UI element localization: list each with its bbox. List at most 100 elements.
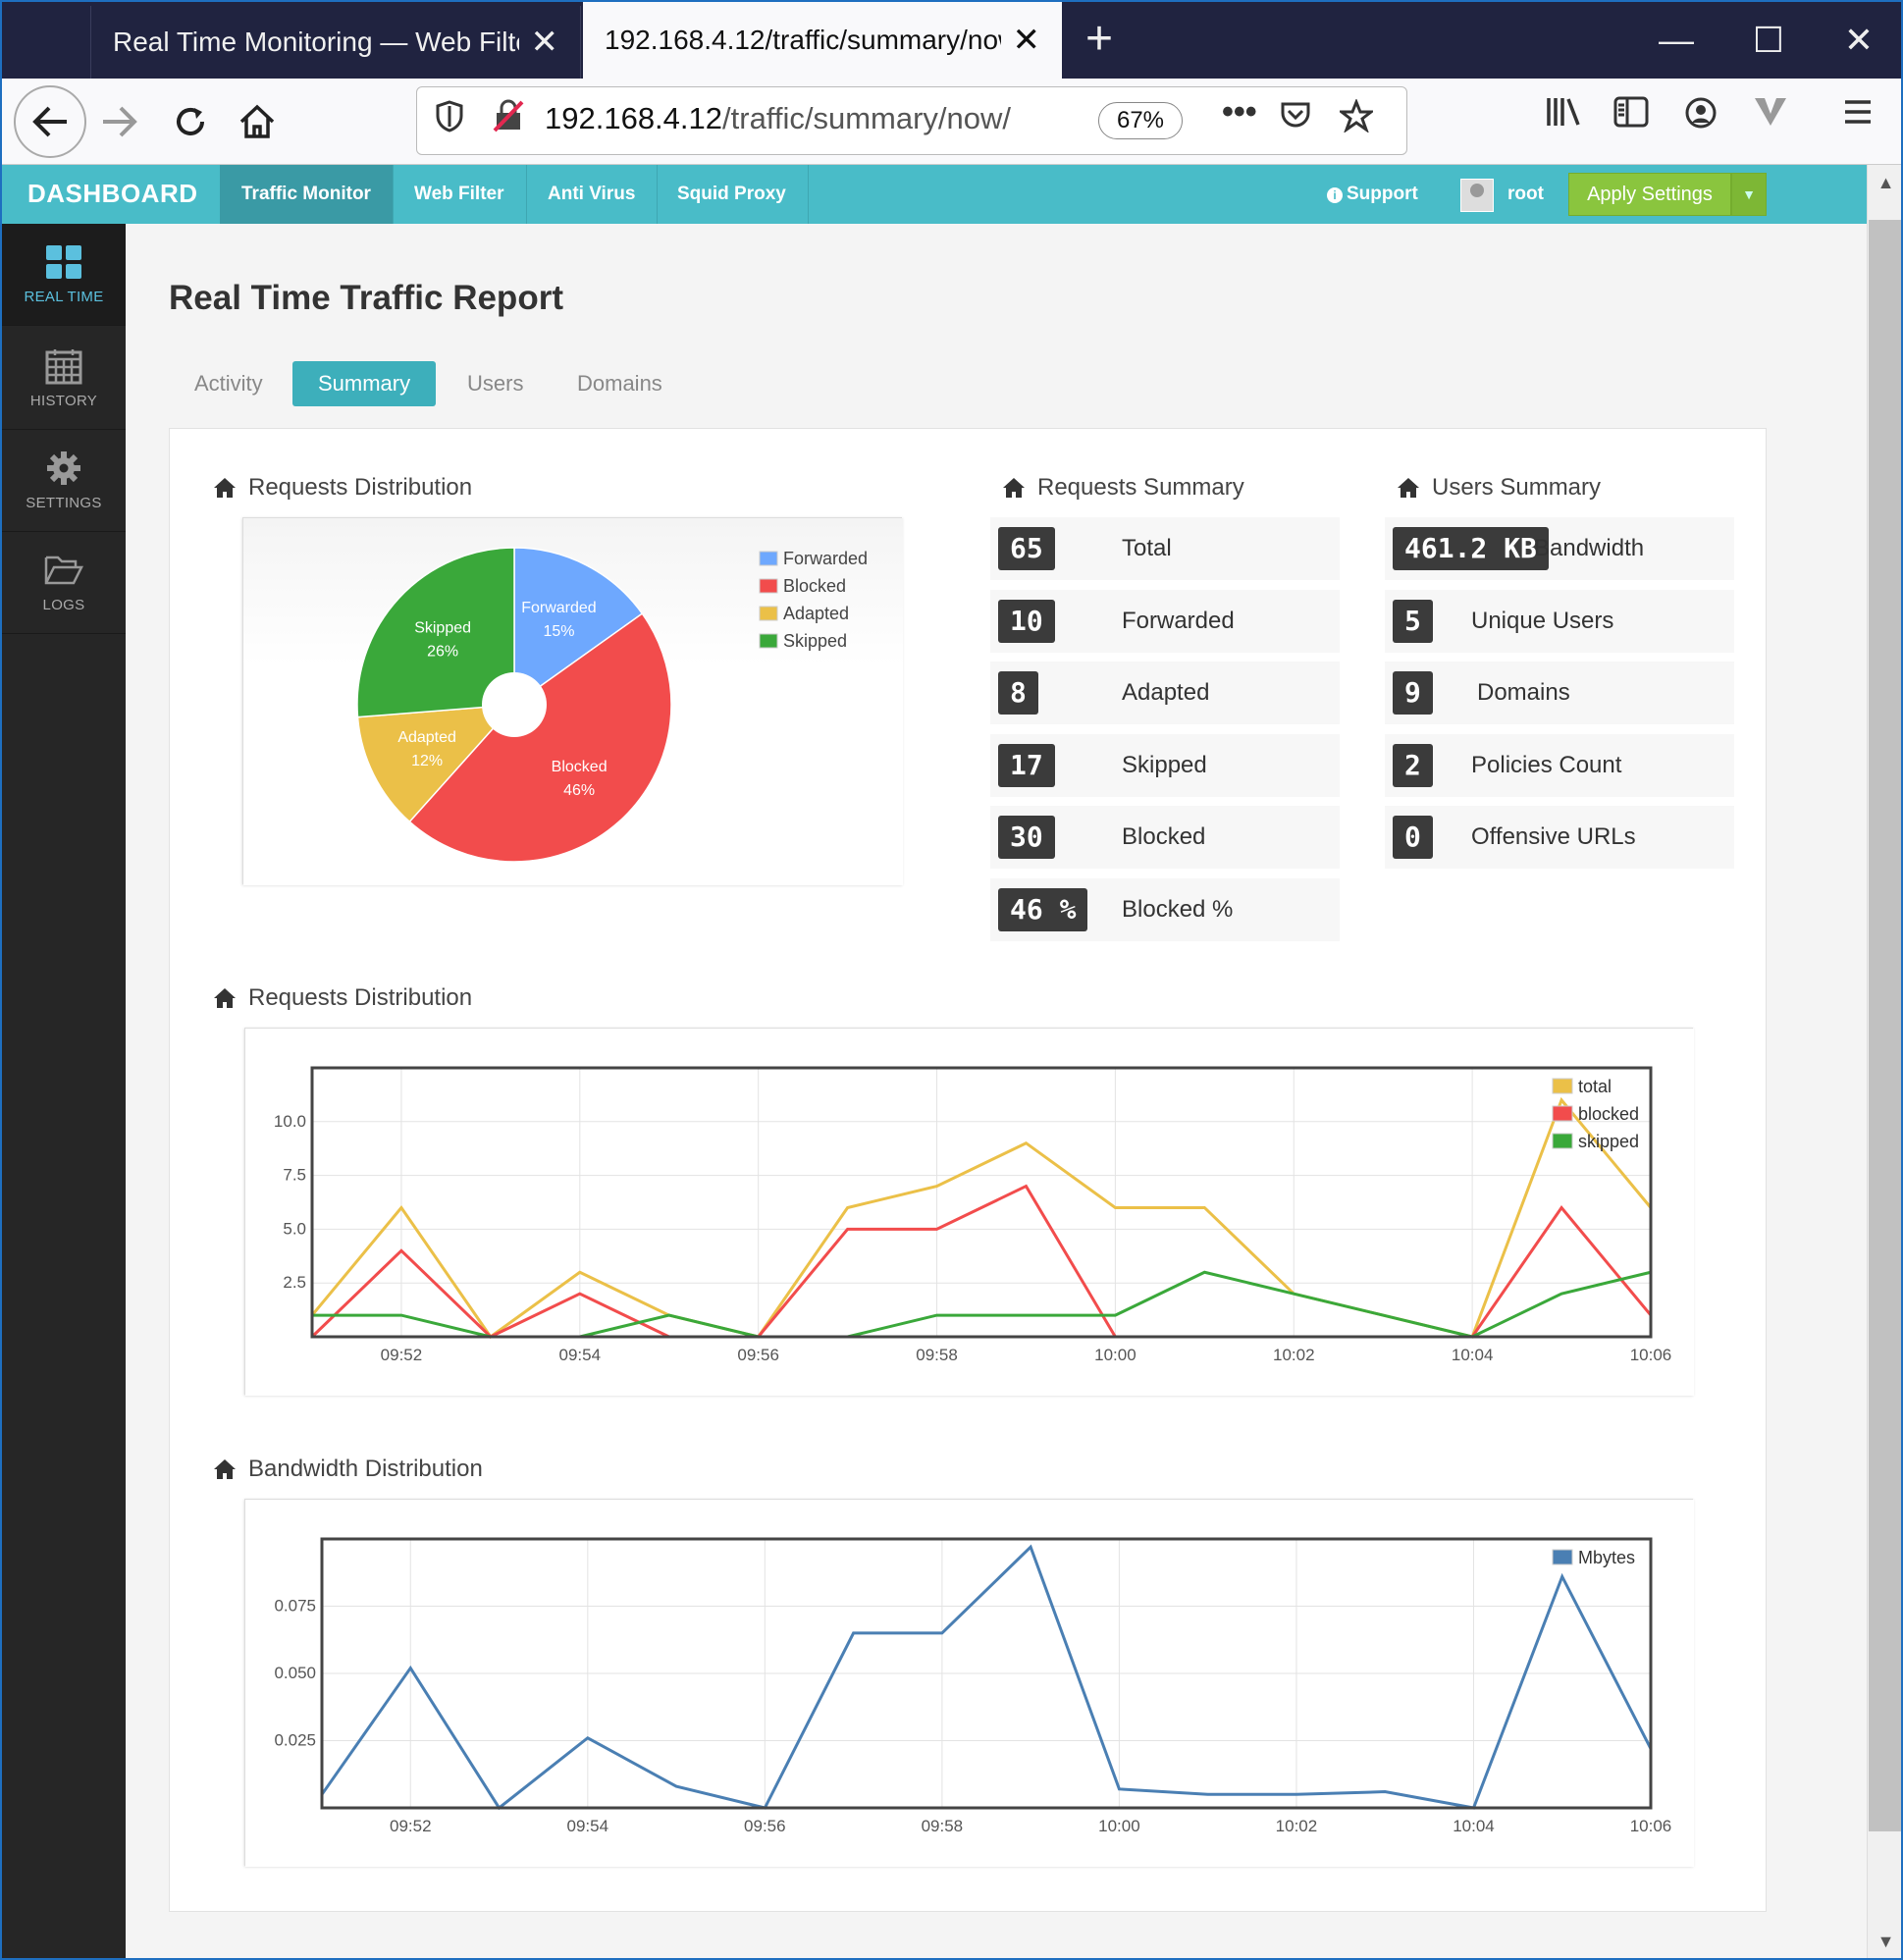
new-tab-icon[interactable]: +	[1085, 13, 1114, 65]
x-tick-label: 10:02	[1276, 1817, 1318, 1835]
user-name[interactable]: root	[1507, 184, 1544, 204]
close-icon[interactable]: ✕	[1012, 22, 1041, 59]
sidebar-item-settings[interactable]: SETTINGS	[2, 430, 126, 532]
stat-value-badge: 65	[998, 527, 1055, 570]
legend-swatch-forwarded	[759, 551, 778, 566]
forward-arrow-icon[interactable]	[86, 88, 153, 155]
sidebar-item-history[interactable]: HISTORY	[2, 328, 126, 430]
shield-icon[interactable]	[435, 99, 464, 140]
apply-settings-button[interactable]: Apply Settings	[1568, 173, 1731, 216]
tab-title: Real Time Monitoring — Web Filter	[113, 26, 519, 57]
sidebar-item-real-time[interactable]: REAL TIME	[2, 224, 126, 326]
pie-slice-percent-label: 46%	[563, 782, 595, 799]
scroll-up-icon[interactable]: ▲	[1877, 173, 1895, 192]
chevron-down-icon[interactable]: ▼	[1731, 173, 1767, 216]
legend-swatch-adapted	[759, 606, 778, 621]
back-arrow-icon[interactable]	[14, 85, 86, 158]
pie-slice-adapted[interactable]	[356, 704, 516, 823]
legend-swatch-total	[1552, 1078, 1573, 1094]
tab-users[interactable]: Users	[467, 371, 524, 396]
nav-anti-virus[interactable]: Anti Virus	[526, 165, 659, 224]
url-path: /traffic/summary/now/	[722, 101, 1012, 135]
x-tick-label: 10:04	[1452, 1346, 1494, 1364]
account-icon[interactable]	[1684, 96, 1718, 138]
scroll-down-icon[interactable]: ▼	[1877, 1932, 1895, 1951]
legend-label-adapted: Adapted	[783, 604, 849, 623]
chart-grid	[312, 1068, 1652, 1337]
tab-domains[interactable]: Domains	[577, 371, 662, 396]
users-summary-row-domains: 9 Domains	[1385, 662, 1734, 724]
sidebar-toggle-icon[interactable]	[1613, 96, 1649, 136]
stat-value-badge: 46 %	[998, 887, 1088, 931]
y-tick-label: 0.075	[274, 1597, 316, 1616]
legend-swatch-blocked	[1552, 1105, 1573, 1122]
requests-line-chart: 09:52 09:54 09:56 09:58 10:00 10:02 10:04 10:06…	[245, 1029, 1694, 1396]
pie-slice-forwarded[interactable]	[513, 547, 644, 707]
tab-activity[interactable]: Activity	[194, 371, 263, 396]
home-icon	[214, 478, 236, 498]
support-link[interactable]: i Support	[1327, 165, 1418, 224]
scroll-thumb[interactable]	[1869, 220, 1901, 1831]
stat-label: Blocked	[1122, 823, 1206, 850]
reload-icon[interactable]	[157, 88, 224, 155]
close-icon[interactable]: ✕	[530, 24, 559, 61]
home-icon	[214, 988, 236, 1008]
plot-frame	[310, 1066, 1653, 1339]
pie-center-hole	[482, 672, 547, 737]
legend-swatch-skipped	[759, 633, 778, 649]
stat-label: Bandwidth	[1534, 535, 1645, 561]
url-host: 192.168.4.12	[545, 101, 723, 135]
url-text[interactable]: 192.168.4.12/traffic/summary/now/	[545, 101, 1011, 136]
stat-value-badge: 5	[1393, 599, 1433, 643]
insecure-lock-icon[interactable]	[492, 99, 525, 140]
minimize-icon[interactable]: —	[1659, 20, 1694, 60]
home-icon	[214, 1459, 236, 1479]
stat-value-badge: 461.2 KB	[1393, 527, 1549, 570]
pie-chart: Forwarded 15% Blocked 46% Adapted 12% Skipped 2…	[243, 518, 903, 885]
browser-tab-summary[interactable]: 192.168.4.12/traffic/summary/now/ ✕	[583, 2, 1062, 79]
chart-background	[245, 1500, 1694, 1867]
tab-summary[interactable]: Summary	[292, 361, 437, 406]
plot-frame	[320, 1537, 1653, 1810]
legend-swatch-blocked	[759, 578, 778, 594]
page-scrollbar[interactable]: ▲ ▼	[1867, 165, 1901, 1958]
x-tick-label: 10:00	[1094, 1346, 1137, 1364]
folder-open-icon	[44, 556, 83, 585]
nav-traffic-monitor[interactable]: Traffic Monitor	[220, 165, 394, 224]
bookmark-star-icon[interactable]	[1337, 97, 1376, 140]
brand-logo[interactable]: DASHBOARD	[27, 179, 198, 208]
hamburger-menu-icon[interactable]	[1843, 96, 1873, 134]
bandwidth-line-chart-box: 09:52 09:54 09:56 09:58 10:00 10:02 10:04 10:06…	[244, 1499, 1694, 1867]
nav-web-filter[interactable]: Web Filter	[393, 165, 527, 224]
pie-slice-skipped[interactable]	[356, 547, 515, 718]
browser-tab-web-filter[interactable]: Real Time Monitoring — Web Filter ✕	[90, 6, 581, 79]
stat-label: Domains	[1477, 679, 1570, 706]
pie-slice-blocked[interactable]	[408, 612, 672, 863]
close-window-icon[interactable]: ✕	[1843, 20, 1875, 60]
more-actions-icon[interactable]: •••	[1222, 93, 1257, 131]
requests-summary-row-adapted: 8 Adapted	[990, 662, 1340, 724]
library-icon[interactable]	[1545, 96, 1582, 136]
pocket-icon[interactable]	[1279, 99, 1312, 138]
avatar[interactable]	[1460, 179, 1494, 212]
pie-chart-box: Forwarded 15% Blocked 46% Adapted 12% Skipped 2…	[242, 517, 903, 885]
stat-value-badge: 17	[998, 743, 1055, 787]
requests-summary-row-blocked: 30 Blocked	[990, 806, 1340, 869]
maximize-icon[interactable]: ☐	[1752, 20, 1785, 60]
legend-label-mbytes: Mbytes	[1578, 1548, 1635, 1567]
nav-squid-proxy[interactable]: Squid Proxy	[656, 165, 809, 224]
legend-label-skipped: skipped	[1578, 1132, 1639, 1151]
x-tick-label: 10:02	[1273, 1346, 1315, 1364]
pie-slice-percent-label: 26%	[427, 644, 458, 661]
extension-v-icon[interactable]	[1753, 96, 1788, 136]
sidebar: REAL TIME HISTORY SETTINGS LOGS	[2, 224, 126, 1958]
url-bar[interactable]: 192.168.4.12/traffic/summary/now/ 67% ••…	[416, 86, 1407, 155]
zoom-level-badge[interactable]: 67%	[1098, 102, 1183, 139]
stat-label: Policies Count	[1471, 751, 1622, 778]
content-panel: Requests Distribution Forwarded 15% Blocke…	[169, 428, 1767, 1912]
stat-label: Forwarded	[1122, 607, 1235, 634]
home-icon[interactable]	[224, 88, 291, 155]
sidebar-item-logs[interactable]: LOGS	[2, 532, 126, 634]
pie-slice-percent-label: 15%	[543, 623, 574, 640]
